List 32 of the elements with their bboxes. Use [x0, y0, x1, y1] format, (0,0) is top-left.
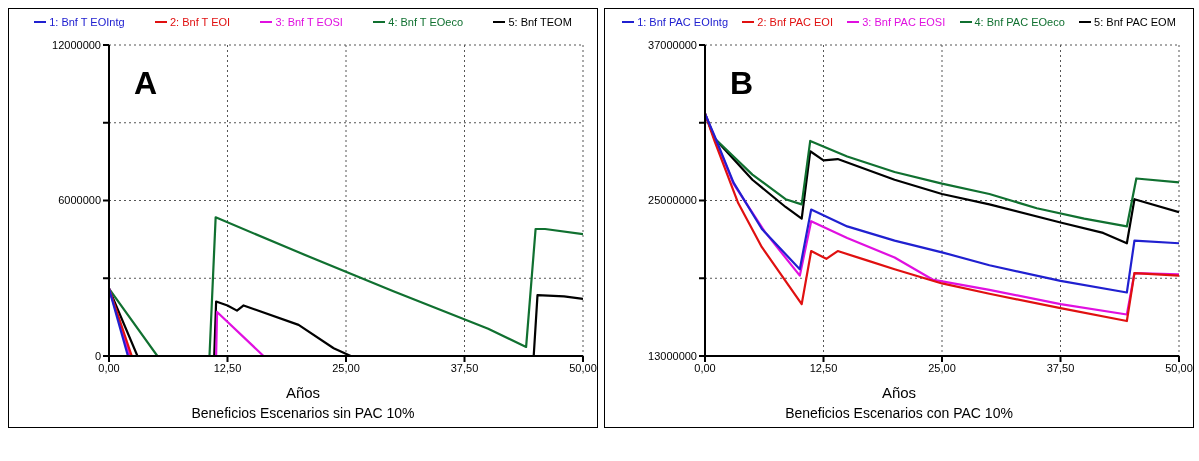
y-tick-label: 12000000 [52, 38, 101, 51]
legend-label: 1: Bnf PAC EOIntg [636, 15, 729, 30]
text: Beneficios Escenarios sin PAC 10% [190, 405, 416, 421]
legend-label: 5: Bnf PAC EOM [1093, 15, 1176, 30]
annotation: B [730, 65, 754, 102]
y-tick-label: 25000000 [648, 194, 697, 207]
x-tick-label: 25,00 [332, 361, 360, 374]
legend-label: 4: Bnf PAC EOeco [973, 15, 1065, 30]
x-tick-label: 37,50 [1046, 361, 1075, 374]
x-tick-label: 0,00 [98, 361, 120, 374]
y-tick-label: 0 [94, 349, 101, 362]
x-tick-label: 25,00 [928, 361, 956, 374]
x-tick-label: 50,00 [569, 361, 597, 374]
legend-label: 2: Bnf PAC EOI [756, 15, 833, 30]
x-tick-label: 0,00 [694, 361, 716, 374]
legend-label: 4: Bnf T EOeco [387, 15, 464, 30]
legend-label: 5: Bnf TEOM [507, 15, 572, 30]
y-tick-label: 6000000 [58, 194, 101, 207]
x-tick-label: 12,50 [213, 361, 242, 374]
annotation: A [134, 65, 158, 102]
y-tick-label: 37000000 [648, 38, 697, 51]
legend-label: 3: Bnf PAC EOSI [861, 15, 946, 30]
x-tick-label: 37,50 [450, 361, 479, 374]
x-tick-label: 50,00 [1165, 361, 1193, 374]
x-axis-title: Años [880, 384, 918, 401]
legend-label: 3: Bnf T EOSI [274, 15, 343, 30]
text: Beneficios Escenarios con PAC 10% [784, 405, 1014, 421]
legend-label: 1: Bnf T EOIntg [48, 15, 125, 30]
y-tick-label: 13000000 [648, 349, 697, 362]
x-tick-label: 12,50 [809, 361, 838, 374]
x-axis-title: Años [284, 384, 322, 401]
legend-label: 2: Bnf T EOI [168, 15, 231, 30]
